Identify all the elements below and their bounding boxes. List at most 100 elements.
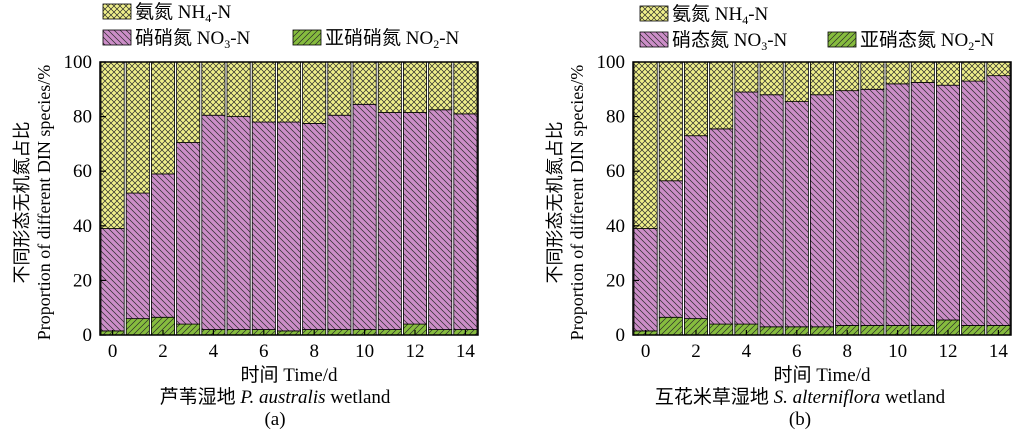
bar-no3-n-day-9 bbox=[328, 115, 351, 329]
bar-no3-n-day-1 bbox=[126, 193, 149, 319]
y-tick-label: 100 bbox=[597, 52, 626, 73]
y-tick-label: 20 bbox=[73, 270, 92, 291]
bar-no2-n-day-3 bbox=[177, 324, 200, 335]
bar-nh4-n-day-8 bbox=[836, 62, 859, 91]
bar-nh4-n-day-3 bbox=[177, 62, 200, 143]
bar-nh4-n-day-11 bbox=[911, 62, 934, 82]
bar-nh4-n-day-10 bbox=[353, 62, 376, 104]
bar-no3-n-day-8 bbox=[303, 123, 326, 329]
bar-no3-n-day-9 bbox=[861, 89, 884, 325]
bar-nh4-n-day-13 bbox=[962, 62, 985, 81]
bar-nh4-n-day-3 bbox=[710, 62, 733, 129]
bar-no2-n-day-9 bbox=[328, 330, 351, 335]
x-tick-label: 2 bbox=[691, 341, 701, 362]
bar-nh4-n-day-7 bbox=[810, 62, 833, 95]
bar-no3-n-day-12 bbox=[403, 113, 426, 325]
y-tick-label: 80 bbox=[606, 107, 625, 128]
legend-label: 亚硝硝氮 NO2-N bbox=[325, 27, 460, 51]
x-tick-label: 10 bbox=[888, 341, 907, 362]
legend-entry-no2-n: 亚硝态氮 NO2-N bbox=[828, 29, 995, 53]
panel-caption: 芦苇湿地 P. australis wetland bbox=[160, 386, 391, 408]
bar-nh4-n-day-6 bbox=[252, 62, 275, 122]
y-tick-label: 40 bbox=[606, 216, 625, 237]
legend-label: 氨氮 NH4-N bbox=[135, 1, 232, 25]
bars bbox=[634, 62, 1010, 335]
bar-nh4-n-day-4 bbox=[735, 62, 758, 92]
legend-swatch bbox=[640, 32, 668, 47]
bar-no3-n-day-14 bbox=[454, 114, 477, 330]
bar-no3-n-day-5 bbox=[227, 117, 250, 330]
bar-no3-n-day-3 bbox=[177, 143, 200, 325]
legend-label: 亚硝态氮 NO2-N bbox=[860, 29, 995, 53]
bar-nh4-n-day-12 bbox=[936, 62, 959, 85]
bar-nh4-n-day-5 bbox=[227, 62, 250, 117]
x-tick-label: 0 bbox=[641, 341, 651, 362]
legend-entry-no2-n: 亚硝硝氮 NO2-N bbox=[293, 27, 460, 51]
y-tick-label: 80 bbox=[73, 107, 92, 128]
bar-no3-n-day-10 bbox=[886, 84, 909, 326]
bar-nh4-n-day-4 bbox=[202, 62, 225, 115]
bar-nh4-n-day-6 bbox=[785, 62, 808, 102]
y-axis-label-en: Proportion of different DIN species/% bbox=[34, 65, 54, 341]
bar-no2-n-day-3 bbox=[710, 324, 733, 335]
bar-no3-n-day-2 bbox=[151, 174, 174, 317]
x-tick-label: 4 bbox=[742, 341, 752, 362]
bar-no3-n-day-7 bbox=[810, 95, 833, 327]
bar-no3-n-day-10 bbox=[353, 104, 376, 329]
x-tick-label: 6 bbox=[259, 341, 269, 362]
panel-caption: 互花米草湿地 S. alterniflora wetland bbox=[655, 386, 946, 408]
bar-nh4-n-day-1 bbox=[659, 62, 682, 181]
x-tick-label: 14 bbox=[989, 341, 1009, 362]
bar-no3-n-day-13 bbox=[429, 110, 452, 330]
y-tick-label: 40 bbox=[73, 216, 92, 237]
legend-swatch bbox=[640, 6, 668, 21]
bar-no3-n-day-13 bbox=[962, 81, 985, 325]
legend-entry-no3-n: 硝硝氮 NO3-N bbox=[103, 27, 251, 51]
bar-no3-n-day-4 bbox=[735, 92, 758, 324]
bar-nh4-n-day-11 bbox=[378, 62, 401, 113]
legend-label: 硝硝氮 NO3-N bbox=[135, 27, 251, 51]
x-tick-label: 8 bbox=[842, 341, 852, 362]
x-tick-label: 14 bbox=[456, 341, 476, 362]
bar-no2-n-day-1 bbox=[659, 317, 682, 335]
x-tick-label: 6 bbox=[792, 341, 802, 362]
legend-entry-no3-n: 硝态氮 NO3-N bbox=[640, 29, 788, 53]
bar-no3-n-day-1 bbox=[659, 181, 682, 318]
x-axis-label: 时间 Time/d bbox=[774, 364, 871, 386]
legend-swatch bbox=[293, 30, 321, 45]
bar-nh4-n-day-9 bbox=[328, 62, 351, 115]
x-tick-label: 4 bbox=[209, 341, 219, 362]
x-tick-label: 2 bbox=[158, 341, 168, 362]
bars bbox=[101, 62, 477, 335]
bar-no3-n-day-8 bbox=[836, 91, 859, 326]
bar-no3-n-day-12 bbox=[936, 85, 959, 320]
x-tick-label: 12 bbox=[939, 341, 958, 362]
bar-no2-n-day-13 bbox=[962, 325, 985, 335]
bar-nh4-n-day-12 bbox=[403, 62, 426, 113]
x-axis-label: 时间 Time/d bbox=[241, 364, 338, 386]
bar-no2-n-day-9 bbox=[861, 325, 884, 335]
panel-b-chart: 0 20 40 60 80 100 0 2 4 6 8 10 12 14 不同形态无机氮占比 Proporti… bbox=[545, 3, 1011, 430]
bar-no2-n-day-5 bbox=[760, 327, 783, 335]
bar-no2-n-day-7 bbox=[810, 327, 833, 335]
bar-nh4-n-day-8 bbox=[303, 62, 326, 123]
x-tick-label: 8 bbox=[309, 341, 319, 362]
panel-a-chart: 0 20 40 60 80 100 0 2 4 6 8 10 12 14 不同形态无机氮占比 Proporti… bbox=[12, 1, 478, 430]
bar-no3-n-day-14 bbox=[987, 76, 1010, 326]
y-tick-label: 0 bbox=[616, 325, 626, 346]
bar-nh4-n-day-0 bbox=[101, 62, 124, 229]
bar-no3-n-day-11 bbox=[378, 113, 401, 330]
bar-no3-n-day-7 bbox=[277, 122, 300, 331]
bar-no3-n-day-5 bbox=[760, 95, 783, 327]
bar-no3-n-day-0 bbox=[101, 229, 124, 331]
legend-label: 氨氮 NH4-N bbox=[672, 3, 769, 27]
bar-no3-n-day-0 bbox=[634, 229, 657, 331]
x-tick-label: 0 bbox=[108, 341, 118, 362]
y-tick-label: 100 bbox=[64, 52, 93, 73]
panel-letter: (b) bbox=[789, 409, 811, 430]
y-tick-label: 0 bbox=[83, 325, 93, 346]
bar-nh4-n-day-5 bbox=[760, 62, 783, 95]
bar-nh4-n-day-14 bbox=[987, 62, 1010, 76]
bar-no3-n-day-6 bbox=[252, 122, 275, 329]
